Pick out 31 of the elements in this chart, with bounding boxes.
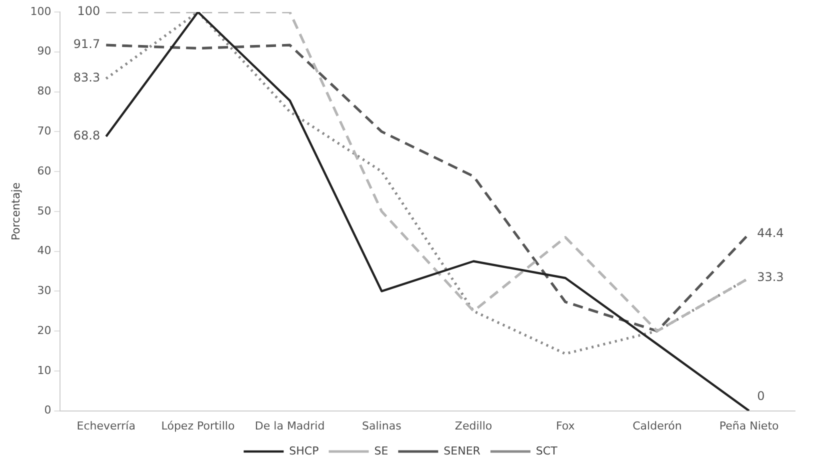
x-tick-label: Fox — [556, 419, 576, 432]
y-tick-label: 60 — [37, 164, 52, 178]
legend-label: SCT — [536, 444, 558, 458]
x-tick-label: Salinas — [362, 419, 402, 432]
data-label: 68.8 — [73, 128, 100, 143]
data-label: 100 — [77, 4, 100, 18]
y-tick-label: 100 — [30, 4, 52, 18]
legend-label: SENER — [444, 444, 481, 458]
data-label: 44.4 — [757, 226, 784, 240]
x-tick-label: Calderón — [632, 419, 682, 432]
y-tick-label: 10 — [37, 364, 52, 377]
y-tick-label: 70 — [37, 124, 52, 138]
y-tick-label: 90 — [37, 44, 52, 58]
legend-label: SHCP — [289, 444, 320, 458]
y-tick-label: 0 — [44, 404, 52, 417]
y-tick-label: 20 — [37, 324, 52, 337]
y-tick-label: 50 — [37, 204, 52, 218]
data-label: 0 — [757, 388, 765, 403]
data-label: 91.7 — [73, 37, 100, 52]
x-tick-label: Zedillo — [454, 419, 492, 432]
y-tick-label: 30 — [37, 284, 52, 298]
y-tick-label: 40 — [37, 244, 52, 258]
x-tick-label: Peña Nieto — [719, 419, 779, 432]
data-label: 33.3 — [757, 270, 784, 284]
x-tick-label: López Portillo — [161, 419, 235, 432]
y-axis-title: Porcentaje — [9, 182, 22, 240]
x-tick-label: Echeverría — [76, 419, 136, 432]
x-tick-label: De la Madrid — [254, 419, 325, 432]
legend-label: SE — [374, 444, 388, 458]
data-label: 83.3 — [73, 70, 100, 85]
y-tick-label: 80 — [37, 84, 52, 98]
